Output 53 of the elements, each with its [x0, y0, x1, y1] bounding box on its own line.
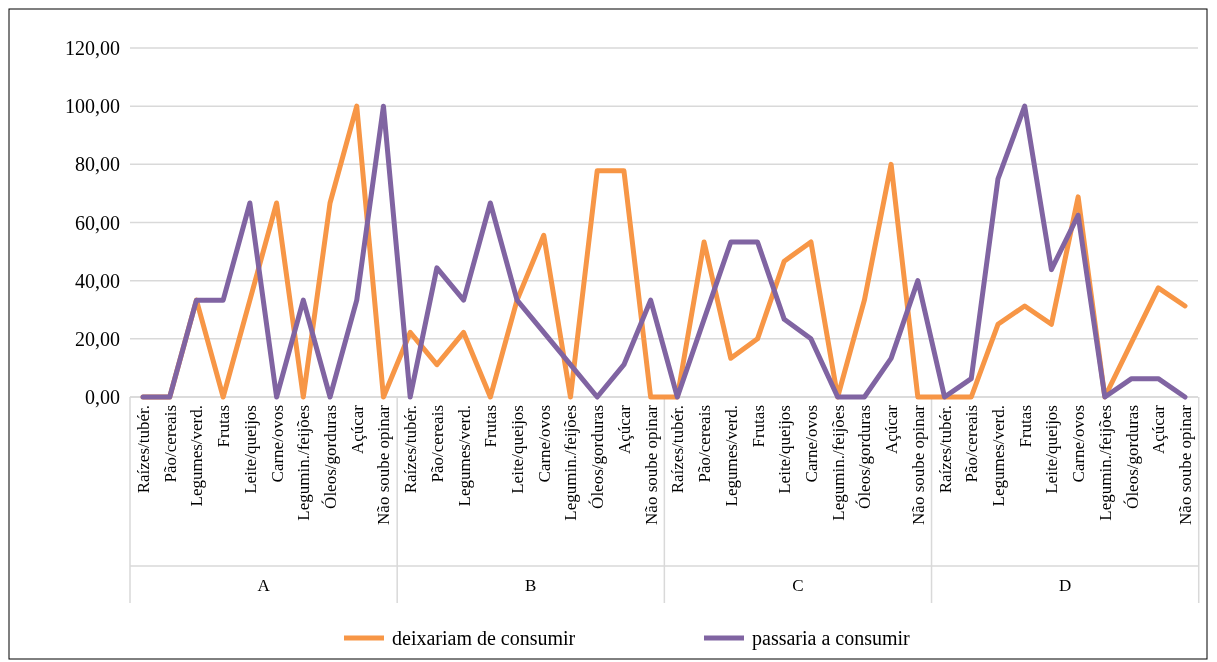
y-tick-label: 20,00 — [75, 327, 120, 350]
x-tick-label: Não soube opinar — [908, 404, 928, 525]
x-tick-label: Açúcar — [614, 404, 634, 455]
x-tick-label: Óleos/gorduras — [1122, 405, 1142, 509]
x-tick-label: Frutas — [214, 405, 234, 448]
x-tick-label: Frutas — [1015, 405, 1035, 448]
x-tick-label: Leite/queijos — [240, 405, 260, 494]
x-tick-label: Óleos/gorduras — [855, 405, 875, 509]
x-tick-label: Açúcar — [1149, 404, 1169, 455]
x-tick-label: Legumin./feijões — [294, 405, 314, 521]
x-tick-label: Pão/cereais — [427, 405, 447, 483]
x-tick-label: Leite/queijos — [1042, 405, 1062, 494]
y-tick-label: 60,00 — [75, 211, 120, 234]
text: B — [525, 576, 537, 595]
x-tick-label: Raízes/tubér. — [401, 405, 421, 494]
x-tick-label: Leite/queijos — [508, 405, 528, 494]
x-tick-label: Pão/cereais — [160, 405, 180, 483]
x-tick-label: Óleos/gorduras — [321, 405, 341, 509]
x-tick-label: Carne/ovos — [1069, 405, 1089, 483]
x-tick-label: Não soube opinar — [641, 404, 661, 525]
x-tick-label: Carne/ovos — [801, 405, 821, 483]
y-tick-label: 80,00 — [75, 153, 120, 176]
x-tick-label: Carne/ovos — [534, 405, 554, 483]
x-tick-label: Legumes/verd. — [187, 405, 207, 507]
x-tick-label: Pão/cereais — [962, 405, 982, 483]
text: C — [792, 576, 804, 595]
x-tick-label: Raízes/tubér. — [134, 405, 153, 494]
x-tick-label: Legumin./feijões — [561, 405, 581, 521]
y-tick-label: 40,00 — [75, 269, 120, 292]
x-tick-label: Frutas — [481, 405, 501, 448]
x-tick-label: Carne/ovos — [267, 405, 287, 483]
x-tick-label: Legumes/verd. — [454, 405, 474, 507]
legend-label: passaria a consumir — [752, 627, 911, 650]
x-tick-label: Legumin./feijões — [1095, 405, 1115, 521]
x-tick-label: Leite/queijos — [775, 405, 795, 494]
x-tick-label: Raízes/tubér. — [668, 405, 688, 494]
x-tick-label: Óleos/gorduras — [588, 405, 608, 509]
x-tick-label: Raízes/tubér. — [935, 405, 955, 494]
text: A — [257, 576, 271, 595]
y-tick-label: 120,00 — [65, 37, 120, 59]
x-tick-label: Legumin./feijões — [828, 405, 848, 521]
x-tick-label: Pão/cereais — [695, 405, 715, 483]
x-tick-label: Não soube opinar — [374, 404, 394, 525]
x-tick-label: Legumes/verd. — [988, 405, 1008, 507]
legend-label: deixariam de consumir — [392, 627, 576, 649]
y-tick-label: 0,00 — [85, 386, 120, 408]
x-tick-label: Açúcar — [882, 404, 902, 455]
x-tick-label: Legumes/verd. — [721, 405, 741, 507]
text: D — [1058, 576, 1072, 595]
x-tick-label: Frutas — [748, 405, 768, 448]
y-tick-label: 100,00 — [65, 95, 120, 118]
x-tick-label: Açúcar — [347, 404, 367, 455]
x-tick-label: Não soube opinar — [1176, 404, 1195, 525]
